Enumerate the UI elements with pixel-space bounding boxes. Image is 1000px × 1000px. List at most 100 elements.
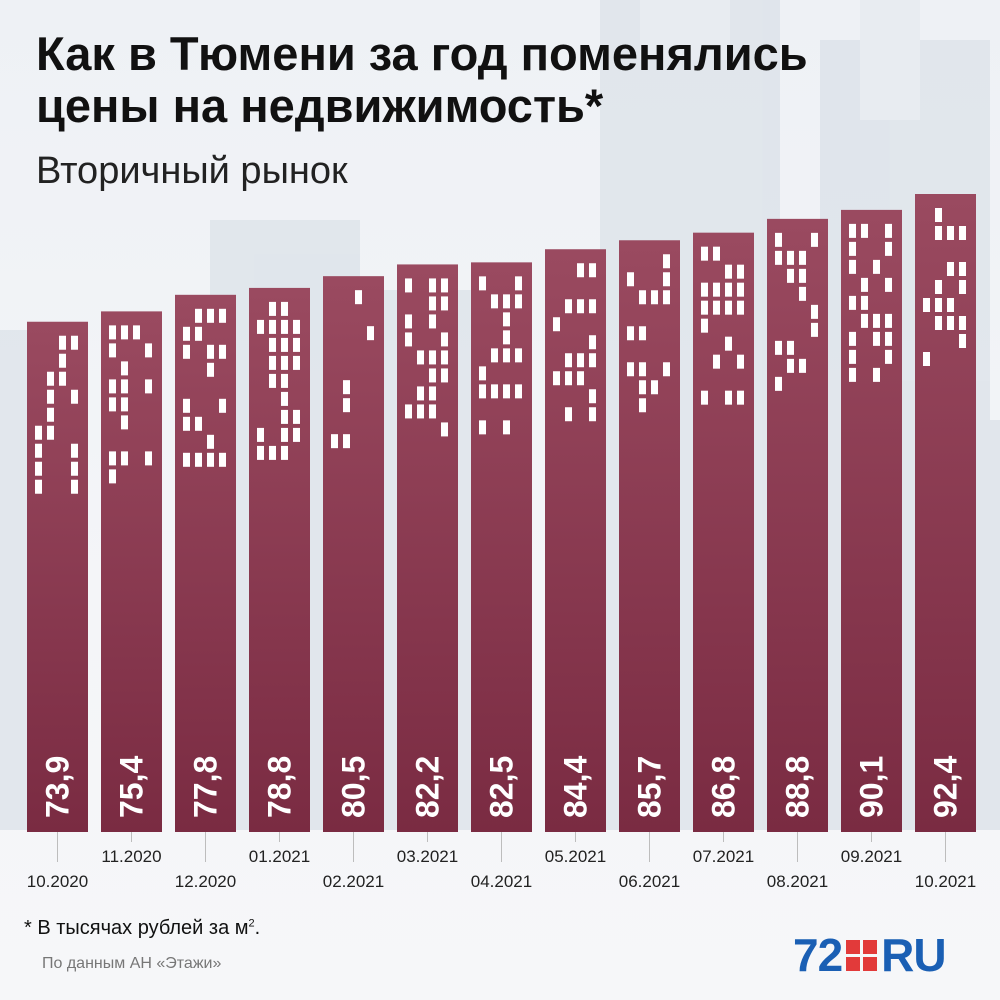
window-mark (47, 407, 54, 422)
window-mark (269, 301, 276, 316)
window-mark (429, 404, 436, 419)
x-tick-label: 06.2021 (619, 872, 680, 891)
window-mark (885, 277, 892, 292)
window-mark (183, 416, 190, 431)
window-mark (849, 367, 856, 382)
window-mark (515, 276, 522, 291)
window-mark (503, 294, 510, 309)
window-mark (145, 451, 152, 466)
window-mark (959, 262, 966, 276)
window-mark (281, 373, 288, 388)
bar-value-label: 77,8 (188, 756, 224, 818)
window-mark (281, 337, 288, 352)
window-mark (207, 452, 214, 467)
bar-group: 84,4 (545, 249, 606, 832)
window-mark (923, 352, 930, 366)
bar-group: 92,4 (915, 194, 976, 832)
window-mark (491, 294, 498, 309)
bar-group: 80,5 (323, 276, 384, 833)
window-mark (873, 367, 880, 382)
window-mark (885, 313, 892, 328)
window-mark (219, 344, 226, 359)
window-mark (799, 358, 806, 373)
window-mark (849, 223, 856, 238)
window-mark (959, 334, 966, 348)
window-mark (491, 384, 498, 399)
window-mark (849, 241, 856, 256)
window-mark (47, 425, 54, 440)
window-mark (701, 318, 708, 333)
bar-value-label: 84,4 (558, 756, 594, 818)
window-mark (861, 295, 868, 310)
x-tick-label: 07.2021 (693, 847, 754, 866)
window-mark (713, 300, 720, 315)
bar (545, 249, 606, 832)
window-mark (725, 300, 732, 315)
brand-logo: 72 RU (793, 929, 947, 981)
window-mark (663, 290, 670, 305)
chart-subtitle: Вторичный рынок (36, 150, 348, 192)
window-mark (109, 451, 116, 466)
window-mark (121, 379, 128, 394)
window-mark (811, 232, 818, 247)
window-mark (109, 469, 116, 484)
window-mark (59, 371, 66, 386)
window-mark (663, 272, 670, 287)
window-mark (281, 319, 288, 334)
bar (27, 321, 88, 832)
window-mark (281, 409, 288, 424)
window-mark (787, 358, 794, 373)
window-mark (269, 337, 276, 352)
window-mark (331, 434, 338, 449)
window-mark (293, 355, 300, 370)
window-mark (133, 325, 140, 340)
window-mark (873, 313, 880, 328)
window-mark (417, 386, 424, 401)
window-mark (775, 376, 782, 391)
window-mark (429, 314, 436, 329)
bar-group: 88,8 (767, 218, 828, 832)
window-mark (725, 390, 732, 405)
bar-group: 90,1 (841, 209, 902, 832)
window-mark (35, 479, 42, 494)
window-mark (109, 325, 116, 340)
window-mark (441, 422, 448, 437)
window-mark (145, 379, 152, 394)
window-mark (281, 427, 288, 442)
window-mark (663, 254, 670, 269)
window-mark (109, 379, 116, 394)
bar (767, 218, 828, 832)
window-mark (269, 445, 276, 460)
window-mark (47, 371, 54, 386)
window-mark (799, 268, 806, 283)
window-mark (503, 330, 510, 345)
window-mark (849, 349, 856, 364)
window-mark (59, 353, 66, 368)
bar-group: 86,8 (693, 232, 754, 832)
window-mark (515, 294, 522, 309)
bar-group: 78,8 (249, 287, 310, 832)
window-mark (737, 354, 744, 369)
window-mark (195, 326, 202, 341)
window-mark (71, 461, 78, 476)
window-mark (701, 282, 708, 297)
x-tick-label: 09.2021 (841, 847, 902, 866)
window-mark (885, 349, 892, 364)
window-mark (293, 427, 300, 442)
window-mark (849, 295, 856, 310)
window-mark (207, 308, 214, 323)
footnote: * В тысячах рублей за м2. (24, 917, 261, 939)
window-mark (343, 398, 350, 413)
window-mark (109, 397, 116, 412)
window-mark (639, 398, 646, 413)
window-mark (269, 373, 276, 388)
window-mark (959, 316, 966, 330)
window-mark (589, 407, 596, 422)
window-mark (947, 316, 954, 330)
window-mark (565, 299, 572, 314)
x-tick-label: 04.2021 (471, 872, 532, 891)
window-mark (849, 331, 856, 346)
window-mark (207, 344, 214, 359)
bar-value-label: 86,8 (706, 756, 742, 818)
window-mark (775, 250, 782, 265)
